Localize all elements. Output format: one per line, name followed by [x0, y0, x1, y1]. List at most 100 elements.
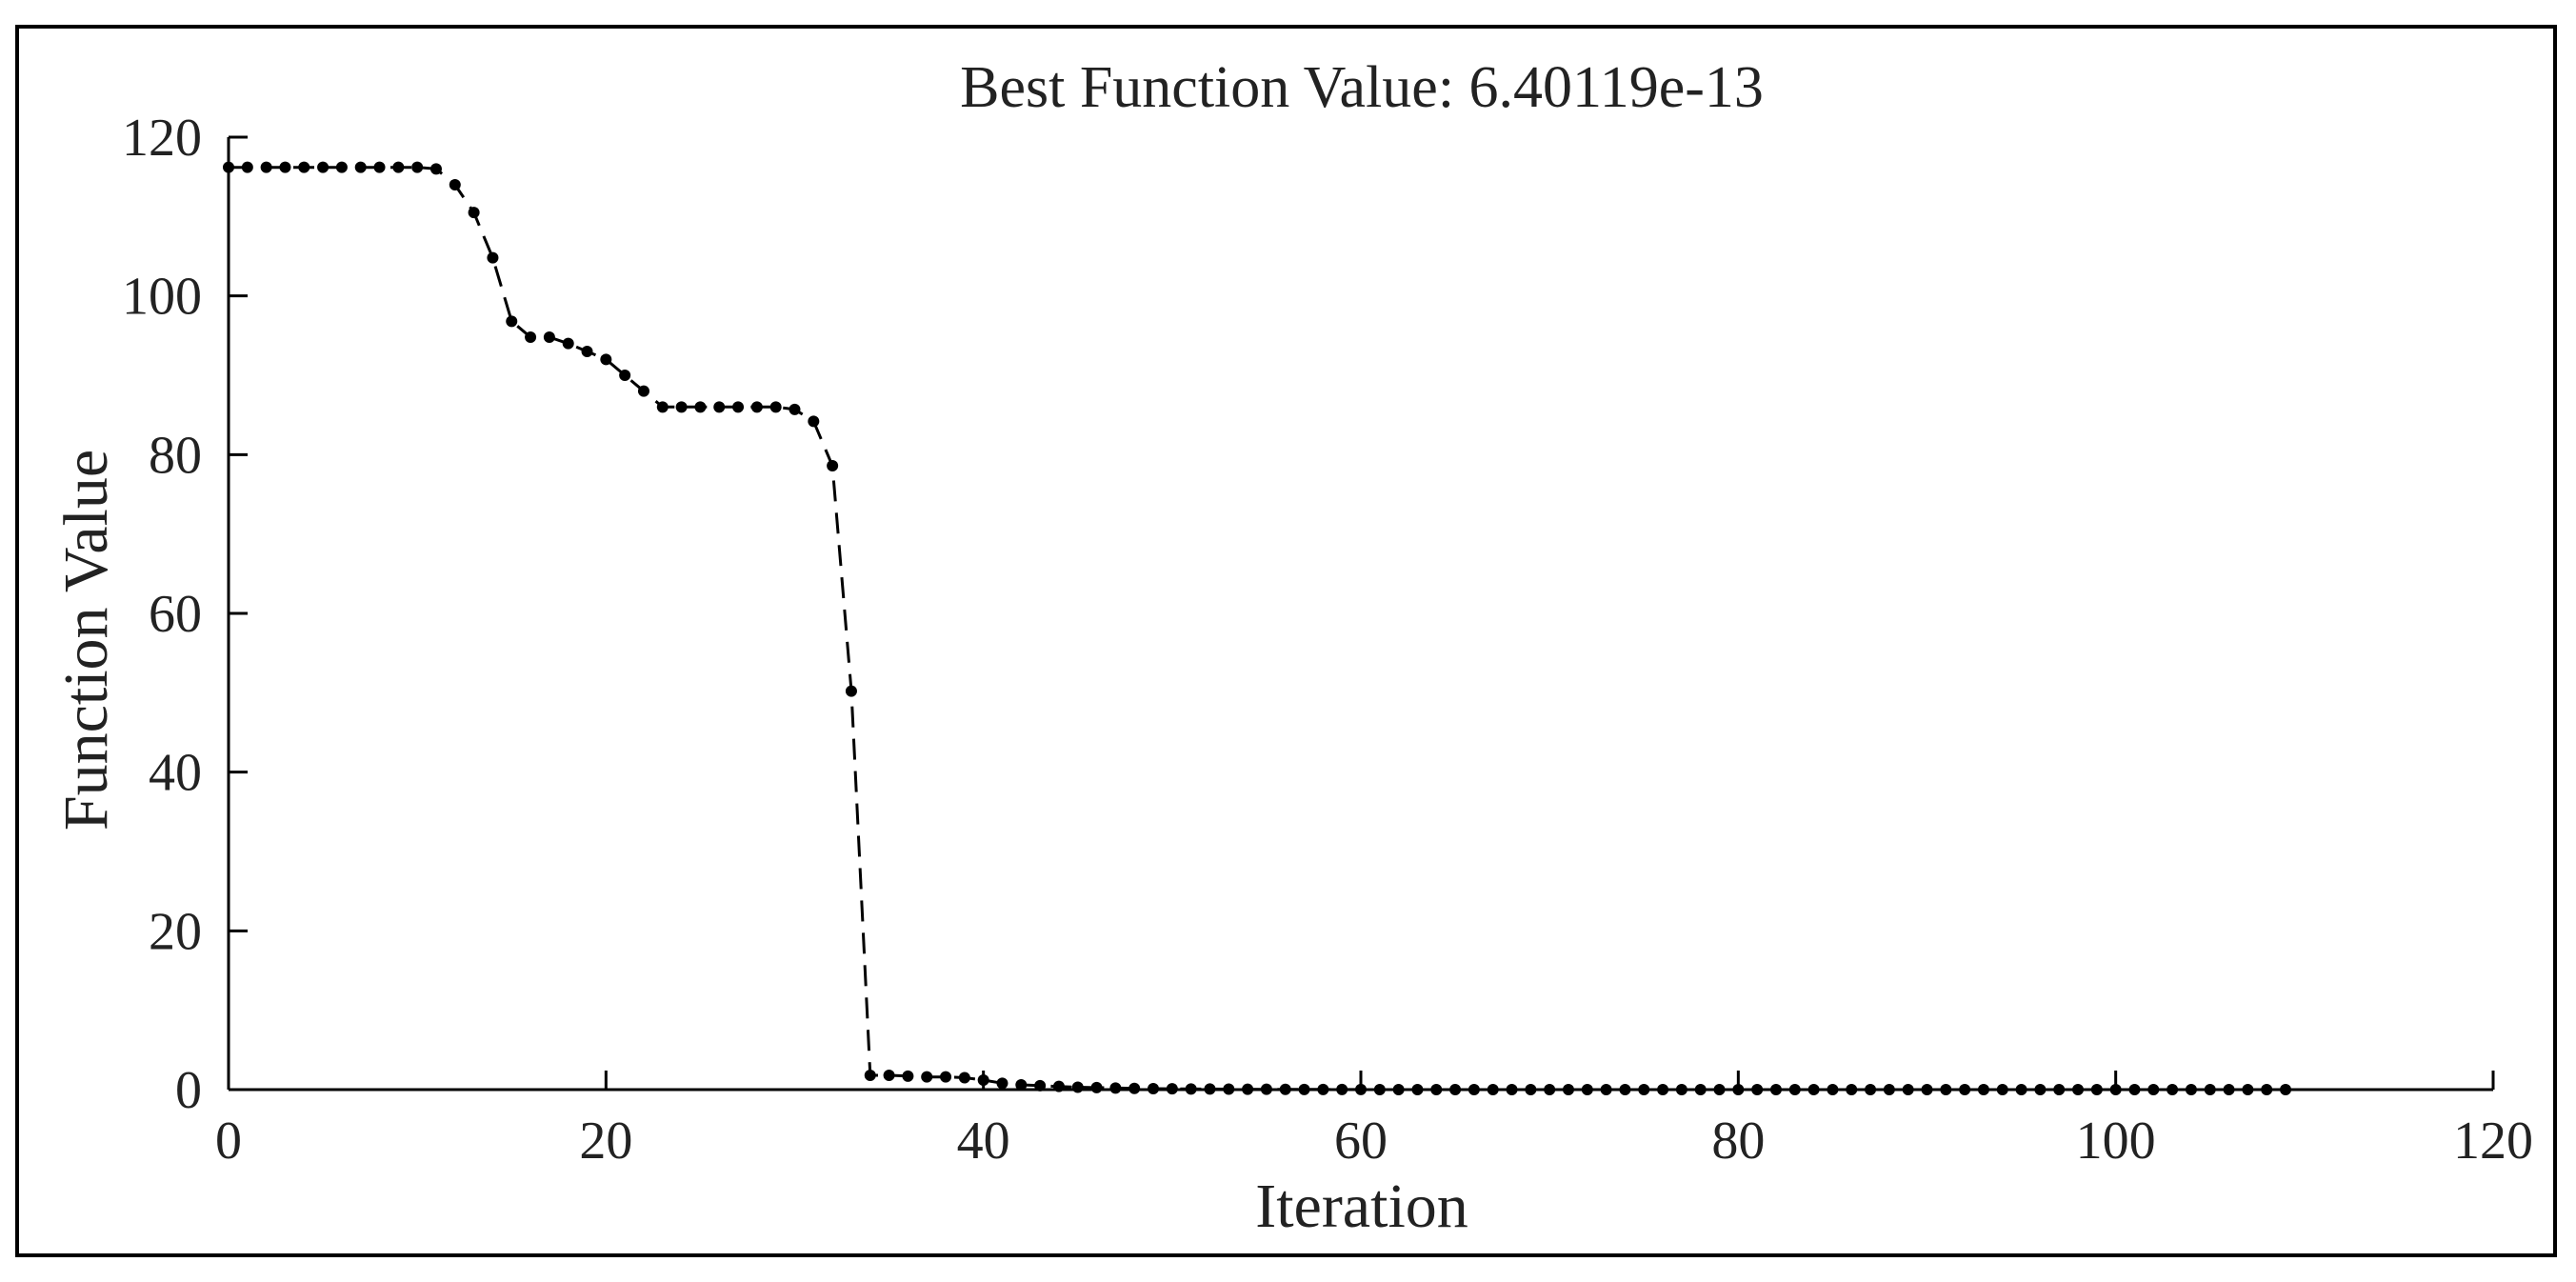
data-point — [2261, 1084, 2273, 1095]
data-point — [1355, 1083, 1367, 1095]
data-point — [1166, 1083, 1178, 1095]
data-point — [883, 1070, 895, 1081]
x-axis-title: Iteration — [1255, 1172, 1468, 1241]
data-point — [373, 161, 386, 173]
data-point — [2034, 1084, 2047, 1095]
data-point — [2053, 1084, 2066, 1095]
y-tick-label: 20 — [149, 902, 202, 961]
y-tick-label: 0 — [175, 1061, 202, 1120]
data-point — [1619, 1084, 1631, 1095]
data-point — [1977, 1084, 1989, 1095]
data-point — [525, 331, 537, 343]
data-point — [2280, 1084, 2292, 1095]
data-point — [1204, 1083, 1216, 1095]
data-point — [789, 403, 801, 415]
data-point — [694, 401, 707, 413]
data-point — [506, 315, 518, 328]
data-point — [1242, 1083, 1254, 1095]
data-point — [1260, 1083, 1272, 1095]
data-point — [1883, 1084, 1895, 1095]
y-tick-label: 60 — [149, 585, 202, 644]
data-point — [1921, 1084, 1933, 1095]
x-tick-label: 120 — [2453, 1112, 2533, 1171]
data-point — [1071, 1081, 1084, 1093]
data-point — [1694, 1084, 1707, 1095]
data-point — [1128, 1082, 1141, 1094]
data-point — [449, 179, 461, 190]
data-point — [1411, 1084, 1424, 1095]
x-tick-labels: 0 20 40 60 80 100 120 — [215, 1112, 2533, 1171]
data-point — [1581, 1084, 1593, 1095]
data-point — [1788, 1084, 1801, 1095]
data-point — [279, 161, 291, 173]
data-point — [2128, 1084, 2141, 1095]
data-point — [1015, 1079, 1028, 1091]
data-point — [732, 401, 745, 413]
data-point — [902, 1070, 914, 1082]
x-tick-label: 40 — [957, 1112, 1010, 1171]
data-point — [2185, 1084, 2197, 1095]
data-point — [675, 401, 688, 413]
data-point — [2167, 1084, 2179, 1095]
data-point — [241, 161, 253, 173]
data-point — [958, 1072, 970, 1084]
y-tick-label: 100 — [122, 268, 202, 327]
data-point — [335, 161, 348, 173]
series-points-group — [223, 161, 2292, 1095]
data-point — [1487, 1084, 1499, 1095]
data-point — [581, 346, 593, 357]
data-point — [1940, 1084, 1952, 1095]
data-point — [1657, 1084, 1669, 1095]
data-point — [1638, 1084, 1650, 1095]
data-point — [1713, 1084, 1726, 1095]
x-tick-label: 80 — [1711, 1112, 1765, 1171]
y-tick-label: 80 — [149, 426, 202, 485]
data-point — [1732, 1084, 1745, 1095]
data-point — [468, 207, 480, 219]
y-tick-labels: 0 20 40 60 80 100 120 — [122, 109, 202, 1120]
figure-border — [15, 25, 2557, 1257]
data-point — [1109, 1082, 1122, 1094]
data-point — [2204, 1084, 2216, 1095]
data-point — [2223, 1084, 2235, 1095]
data-point — [1769, 1084, 1782, 1095]
data-point — [1090, 1081, 1103, 1093]
data-point — [713, 401, 726, 413]
data-point — [1959, 1084, 1971, 1095]
data-point — [1827, 1084, 1839, 1095]
data-point — [1148, 1083, 1160, 1094]
data-point — [827, 460, 839, 471]
data-point — [1298, 1083, 1310, 1095]
data-point — [1996, 1084, 2008, 1095]
data-point — [996, 1077, 1008, 1090]
data-point — [2090, 1084, 2103, 1095]
data-point — [411, 161, 424, 173]
data-point — [1562, 1084, 1574, 1095]
data-point — [1373, 1084, 1386, 1095]
data-point — [1600, 1084, 1612, 1095]
data-point — [750, 401, 763, 413]
data-point — [1807, 1084, 1820, 1095]
chart-title: Best Function Value: 6.40119e-13 — [960, 55, 1764, 120]
y-axis-title: Function Value — [51, 450, 121, 831]
data-point — [1223, 1083, 1235, 1095]
data-point — [1034, 1079, 1047, 1092]
data-point — [921, 1071, 933, 1083]
data-point — [656, 401, 669, 413]
data-point — [1430, 1084, 1443, 1095]
data-point — [487, 251, 499, 264]
data-point — [977, 1074, 989, 1086]
data-point — [864, 1070, 876, 1081]
data-point — [1506, 1084, 1518, 1095]
data-point — [845, 685, 857, 697]
y-tick-label: 40 — [149, 744, 202, 803]
data-point — [600, 353, 612, 366]
data-point — [1544, 1084, 1556, 1095]
data-point — [2242, 1084, 2254, 1095]
data-point — [2015, 1084, 2027, 1095]
data-point — [1185, 1083, 1197, 1095]
x-tick-label: 20 — [579, 1112, 632, 1171]
data-point — [940, 1071, 952, 1083]
data-point — [543, 331, 555, 343]
